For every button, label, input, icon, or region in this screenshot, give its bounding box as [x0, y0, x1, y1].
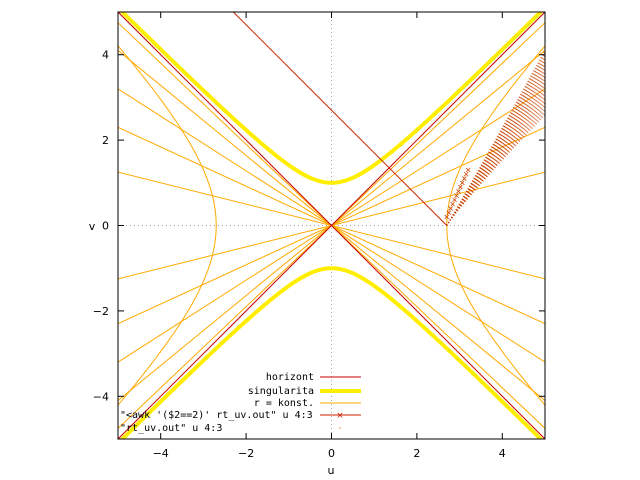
rt-point-9 [461, 176, 467, 181]
r-konst-hyperbola-1 [118, 45, 217, 406]
rt-points-ray-10 [446, 90, 545, 226]
rt-point-5 [454, 193, 459, 198]
legend-marker-rt-points: · [339, 424, 342, 434]
legend-label-rt-points: "rt_uv.out" u 4:3 [120, 423, 222, 434]
rt-points-ray-2 [446, 109, 545, 226]
rt-points-ray-19 [446, 69, 545, 226]
rt-point-2 [448, 206, 453, 211]
legend: horizont singularita r = konst. "<awk '(… [120, 372, 361, 434]
x-axis-label: u [328, 464, 335, 477]
x-tick-label-4: 4 [499, 447, 506, 460]
rt-points-ray-7 [446, 97, 545, 226]
rt-points-ray-27 [446, 50, 545, 226]
rt-point-0 [444, 214, 450, 220]
rt-points-ray-0 [446, 114, 545, 226]
y-tick-label-2: 0 [102, 220, 109, 233]
rt-points-ray-25 [446, 54, 545, 226]
rt-point-6 [456, 189, 461, 194]
rt-point-7 [458, 184, 463, 190]
rt-point-10 [463, 171, 469, 177]
rt-points-ray-5 [446, 102, 545, 226]
rt-points-ray-6 [446, 99, 545, 226]
legend-label-singularita: singularita [248, 386, 314, 397]
rt-points-ray-13 [446, 83, 545, 226]
rt-point-11 [465, 167, 471, 173]
awk-line [232, 12, 448, 226]
x-tick-label-1: −2 [238, 447, 254, 460]
plot-area [118, 12, 545, 439]
legend-label-horizont: horizont [266, 372, 314, 383]
legend-label-r-konst: r = konst. [254, 398, 314, 409]
rt-point-1 [446, 210, 452, 215]
rt-point-4 [452, 197, 457, 203]
rt-points-ray-15 [446, 78, 545, 226]
rt-points-ray-24 [446, 57, 545, 226]
x-tick-label-3: 2 [413, 447, 420, 460]
rt-points-ray-12 [446, 85, 545, 226]
legend-marker-rt-line: × [336, 411, 344, 421]
y-tick-label-1: −2 [93, 305, 109, 318]
horizont-line-2 [118, 12, 545, 439]
rt-points-ray-11 [446, 88, 545, 226]
rt-points-ray-9 [446, 92, 545, 226]
rt-points-ray-17 [446, 73, 545, 226]
rt-point-8 [460, 180, 465, 186]
rt-points-ray-1 [446, 111, 545, 226]
legend-label-rt-line: "<awk '($2==2)' rt_uv.out" u 4:3 [120, 410, 313, 421]
y-tick-label-4: 4 [102, 49, 109, 62]
y-tick-label-0: −4 [93, 390, 109, 403]
y-tick-label-3: 2 [102, 134, 109, 147]
singularita-branch-1 [119, 266, 544, 439]
x-tick-label-0: −4 [153, 447, 169, 460]
y-axis-ticks: −4 −2 0 2 4 [93, 49, 545, 403]
rt-point-3 [450, 201, 455, 207]
rt-points-ray-26 [446, 52, 545, 226]
x-axis-ticks: −4 −2 0 2 4 [153, 12, 506, 460]
x-tick-label-2: 0 [328, 447, 335, 460]
rt-points-ray-20 [446, 66, 545, 226]
y-axis-label: v [89, 220, 96, 233]
singularita-branch-0 [119, 12, 544, 185]
